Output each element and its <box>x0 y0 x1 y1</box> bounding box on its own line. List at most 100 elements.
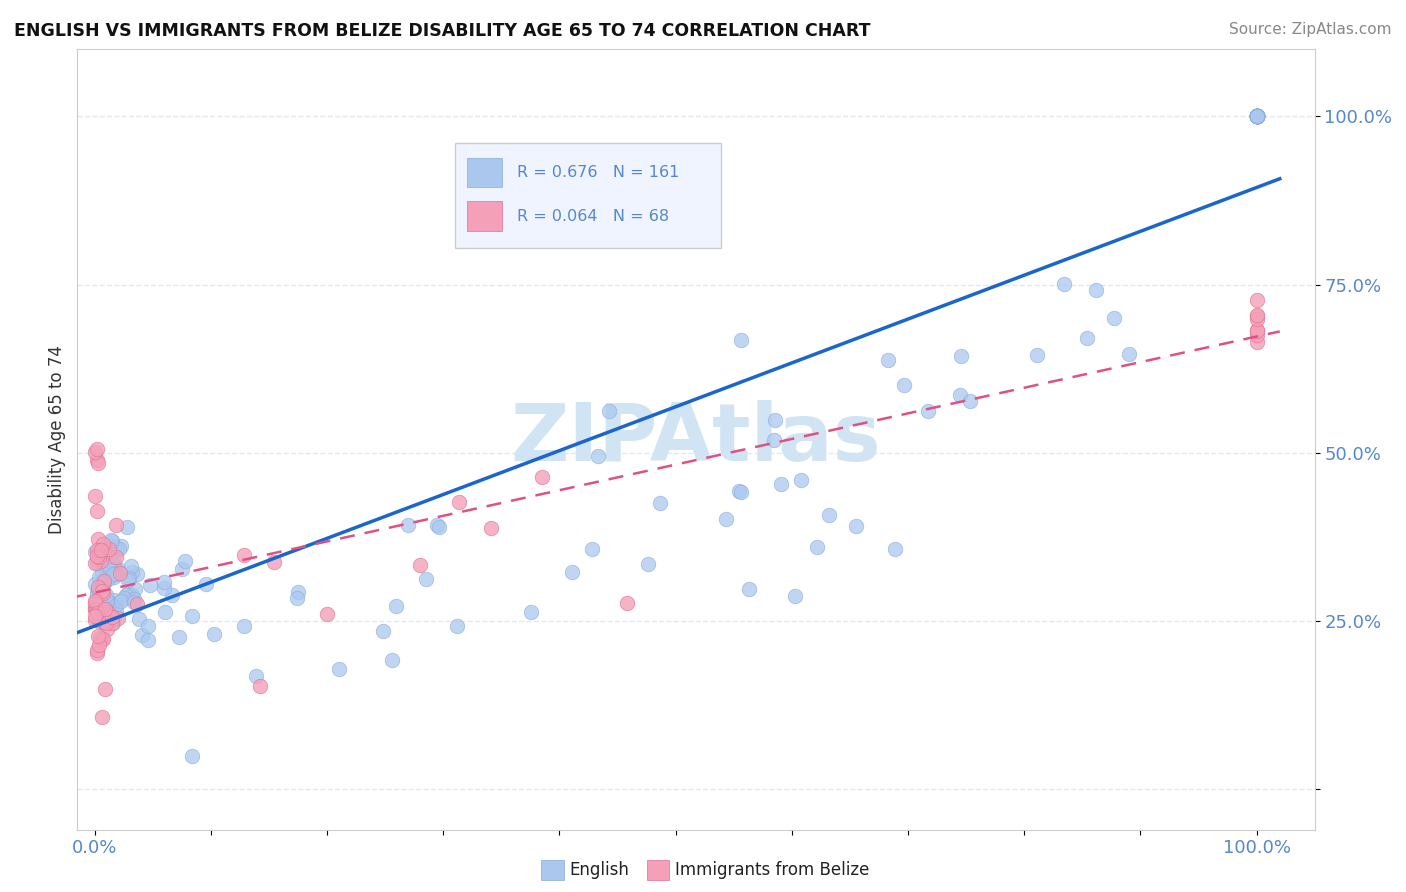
Point <box>86 603 108 617</box>
Point <box>122 594 145 608</box>
Point <box>730 333 752 347</box>
Point <box>103 570 125 584</box>
Point <box>97 572 120 586</box>
Point <box>87 456 110 470</box>
Point <box>98 563 121 577</box>
Point <box>93 569 115 583</box>
Point <box>104 549 127 564</box>
Point <box>249 679 271 693</box>
Point <box>83 577 105 591</box>
Point <box>122 591 145 606</box>
Point <box>1246 311 1268 326</box>
Point <box>100 540 122 554</box>
Point <box>91 574 114 589</box>
Point <box>87 546 110 560</box>
Point <box>790 473 813 487</box>
Point <box>84 601 107 615</box>
Point <box>588 449 610 463</box>
Point <box>84 444 107 458</box>
Point <box>97 605 120 619</box>
Point <box>1246 109 1268 123</box>
Point <box>818 508 841 523</box>
Point <box>86 543 108 558</box>
Text: Immigrants from Belize: Immigrants from Belize <box>675 861 869 879</box>
Point <box>101 615 124 630</box>
Point <box>86 504 108 518</box>
Point <box>87 581 110 595</box>
Point <box>84 490 107 504</box>
Point <box>86 453 108 467</box>
Point <box>1246 109 1268 123</box>
Bar <box>467 202 502 231</box>
Point <box>97 563 120 577</box>
Point <box>1246 335 1268 350</box>
Point <box>83 556 105 570</box>
Point <box>170 562 193 576</box>
Point <box>86 606 108 620</box>
Point <box>91 710 114 724</box>
Point <box>87 629 110 643</box>
Point <box>1085 283 1108 297</box>
Point <box>101 609 124 624</box>
Point <box>1246 109 1268 123</box>
Point <box>96 622 118 636</box>
Point <box>181 748 204 763</box>
Point <box>1246 109 1268 123</box>
Point <box>917 404 939 418</box>
Point <box>105 518 128 533</box>
Point <box>162 588 184 602</box>
Point <box>1246 109 1268 123</box>
Point <box>110 539 132 553</box>
Point <box>86 582 108 597</box>
Point <box>87 638 110 652</box>
Point <box>93 571 115 585</box>
Point <box>1246 109 1268 123</box>
Text: ZIPAtlas: ZIPAtlas <box>510 401 882 478</box>
Point <box>107 562 129 576</box>
Point <box>1246 109 1268 123</box>
Point <box>121 565 143 579</box>
Point <box>232 619 254 633</box>
Point <box>101 552 124 566</box>
Point <box>103 593 125 607</box>
Point <box>1246 109 1268 123</box>
Point <box>1246 109 1268 123</box>
Point <box>233 548 256 562</box>
Point <box>83 594 105 608</box>
Point <box>1246 109 1268 123</box>
Point <box>93 615 115 629</box>
Point <box>1026 348 1049 362</box>
Point <box>86 549 108 563</box>
Point <box>1246 109 1268 123</box>
Point <box>86 646 108 660</box>
Point <box>1076 331 1098 345</box>
Point <box>86 442 108 457</box>
Point <box>519 605 541 619</box>
Point <box>90 553 112 567</box>
Point <box>263 555 285 569</box>
FancyBboxPatch shape <box>454 143 721 248</box>
Point <box>87 533 110 547</box>
Point <box>86 642 108 657</box>
Point <box>90 585 112 599</box>
Point <box>426 517 449 532</box>
Point <box>104 560 127 574</box>
Point <box>1102 310 1125 325</box>
Point <box>716 512 738 526</box>
Point <box>91 566 114 580</box>
Point <box>100 598 122 612</box>
Point <box>97 570 120 584</box>
Point <box>104 540 127 554</box>
Point <box>1246 109 1268 123</box>
Point <box>581 542 603 557</box>
Point <box>1246 109 1268 123</box>
Point <box>845 518 868 533</box>
Point <box>409 558 432 573</box>
Point <box>127 567 149 582</box>
Point <box>84 613 107 627</box>
Point <box>1246 109 1268 123</box>
Point <box>128 612 150 626</box>
Point <box>101 566 124 581</box>
Point <box>415 572 437 586</box>
Point <box>738 582 761 596</box>
